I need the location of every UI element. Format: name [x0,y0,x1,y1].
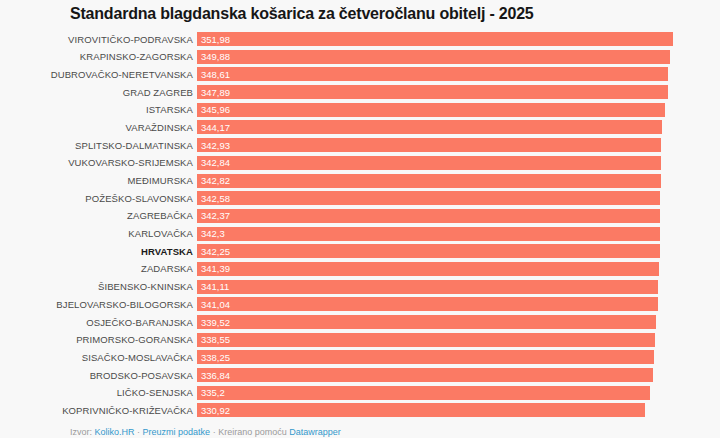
bar-row: ZADARSKA 341,39 [0,262,720,276]
bar: 338,55 [197,333,655,347]
chart-footer: Izvor: Koliko.HR · Preuzmi podatke · Kre… [70,427,341,437]
category-label: SISAČKO-MOSLAVAČKA [0,352,197,363]
bar: 336,84 [197,368,653,382]
bar-row: HRVATSKA 342,25 [0,244,720,258]
value-label: 345,96 [197,104,230,115]
bar: 330,92 [197,403,645,417]
bar-row: ISTARSKA 345,96 [0,103,720,117]
bar-row: SPLITSKO-DALMATINSKA 342,93 [0,138,720,152]
value-label: 347,89 [197,87,230,98]
value-label: 344,17 [197,122,230,133]
category-label: KOPRIVNIČKO-KRIŽEVAČKA [0,405,197,416]
value-label: 341,11 [197,281,229,292]
bar-row: POŽEŠKO-SLAVONSKA 342,58 [0,191,720,205]
category-label: HRVATSKA [0,246,197,257]
value-label: 341,39 [197,263,230,274]
bar: 342,37 [197,209,660,223]
category-label: SPLITSKO-DALMATINSKA [0,140,197,151]
bar: 335,2 [197,386,650,400]
bar: 351,98 [197,32,673,46]
bar-row: VUKOVARSKO-SRIJEMSKA 342,84 [0,156,720,170]
value-label: 330,92 [197,405,230,416]
bar: 342,93 [197,138,661,152]
bar-row: KOPRIVNIČKO-KRIŽEVAČKA 330,92 [0,403,720,417]
category-label: ZADARSKA [0,263,197,274]
bar-row: ZAGREBAČKA 342,37 [0,209,720,223]
category-label: LIČKO-SENJSKA [0,387,197,398]
chart-title: Standardna blagdanska košarica za četver… [70,5,534,23]
category-label: KRAPINSKO-ZAGORSKA [0,51,197,62]
category-label: BJELOVARSKO-BILOGORSKA [0,299,197,310]
bar: 338,25 [197,350,654,364]
bar: 342,3 [197,227,660,241]
value-label: 342,25 [197,246,230,257]
value-label: 342,93 [197,140,230,151]
value-label: 339,52 [197,317,230,328]
bar: 345,96 [197,103,665,117]
value-label: 349,88 [197,51,230,62]
chart-container: Standardna blagdanska košarica za četver… [0,0,720,438]
bar-row: GRAD ZAGREB 347,89 [0,85,720,99]
bar-row: SISAČKO-MOSLAVAČKA 338,25 [0,350,720,364]
bar: 341,11 [197,280,658,294]
bar-row: VARAŽDINSKA 344,17 [0,120,720,134]
category-label: POŽEŠKO-SLAVONSKA [0,193,197,204]
datawrapper-attribution-link[interactable]: Datawrapper [289,427,341,437]
bar-row: BJELOVARSKO-BILOGORSKA 341,04 [0,297,720,311]
category-label: DUBROVAČKO-NERETVANSKA [0,69,197,80]
bar: 341,04 [197,297,658,311]
category-label: VUKOVARSKO-SRIJEMSKA [0,157,197,168]
bar: 344,17 [197,120,662,134]
bar-row: ŠIBENSKO-KNINSKA 341,11 [0,280,720,294]
category-label: KARLOVAČKA [0,228,197,239]
category-label: ZAGREBAČKA [0,210,197,221]
bar-row: DUBROVAČKO-NERETVANSKA 348,61 [0,67,720,81]
bar: 347,89 [197,85,668,99]
download-data-link[interactable]: Preuzmi podatke [143,427,211,437]
value-label: 351,98 [197,34,230,45]
footer-separator: · [137,427,140,437]
bar-row: LIČKO-SENJSKA 335,2 [0,386,720,400]
category-label: PRIMORSKO-GORANSKA [0,334,197,345]
bar-row: MEĐIMURSKA 342,82 [0,174,720,188]
bar-row: KARLOVAČKA 342,3 [0,227,720,241]
bar: 349,88 [197,50,670,64]
bar: 342,84 [197,156,661,170]
bar-row: BRODSKO-POSAVSKA 336,84 [0,368,720,382]
value-label: 348,61 [197,69,230,80]
value-label: 338,55 [197,334,230,345]
value-label: 342,84 [197,157,230,168]
bar: 342,25 [197,244,660,258]
value-label: 342,82 [197,175,230,186]
category-label: ŠIBENSKO-KNINSKA [0,281,197,292]
source-link[interactable]: Koliko.HR [95,427,135,437]
category-label: MEĐIMURSKA [0,175,197,186]
bar-row: KRAPINSKO-ZAGORSKA 349,88 [0,50,720,64]
value-label: 335,2 [197,387,225,398]
category-label: VARAŽDINSKA [0,122,197,133]
created-with-label: Kreirano pomoću [218,427,287,437]
category-label: ISTARSKA [0,104,197,115]
bar-row: VIROVITIČKO-PODRAVSKA 351,98 [0,32,720,46]
category-label: GRAD ZAGREB [0,87,197,98]
value-label: 342,3 [197,228,225,239]
value-label: 342,37 [197,210,230,221]
bar: 341,39 [197,262,659,276]
bar-row: OSJEČKO-BARANJSKA 339,52 [0,315,720,329]
bar-rows: VIROVITIČKO-PODRAVSKA 351,98 KRAPINSKO-Z… [0,32,720,421]
value-label: 338,25 [197,352,230,363]
footer-separator: · [213,427,216,437]
bar: 342,58 [197,191,660,205]
category-label: OSJEČKO-BARANJSKA [0,317,197,328]
bar: 339,52 [197,315,656,329]
source-label: Izvor: [70,427,92,437]
bar-row: PRIMORSKO-GORANSKA 338,55 [0,333,720,347]
bar: 342,82 [197,174,661,188]
category-label: VIROVITIČKO-PODRAVSKA [0,34,197,45]
value-label: 336,84 [197,370,230,381]
value-label: 342,58 [197,193,230,204]
bar: 348,61 [197,67,668,81]
value-label: 341,04 [197,299,230,310]
category-label: BRODSKO-POSAVSKA [0,370,197,381]
